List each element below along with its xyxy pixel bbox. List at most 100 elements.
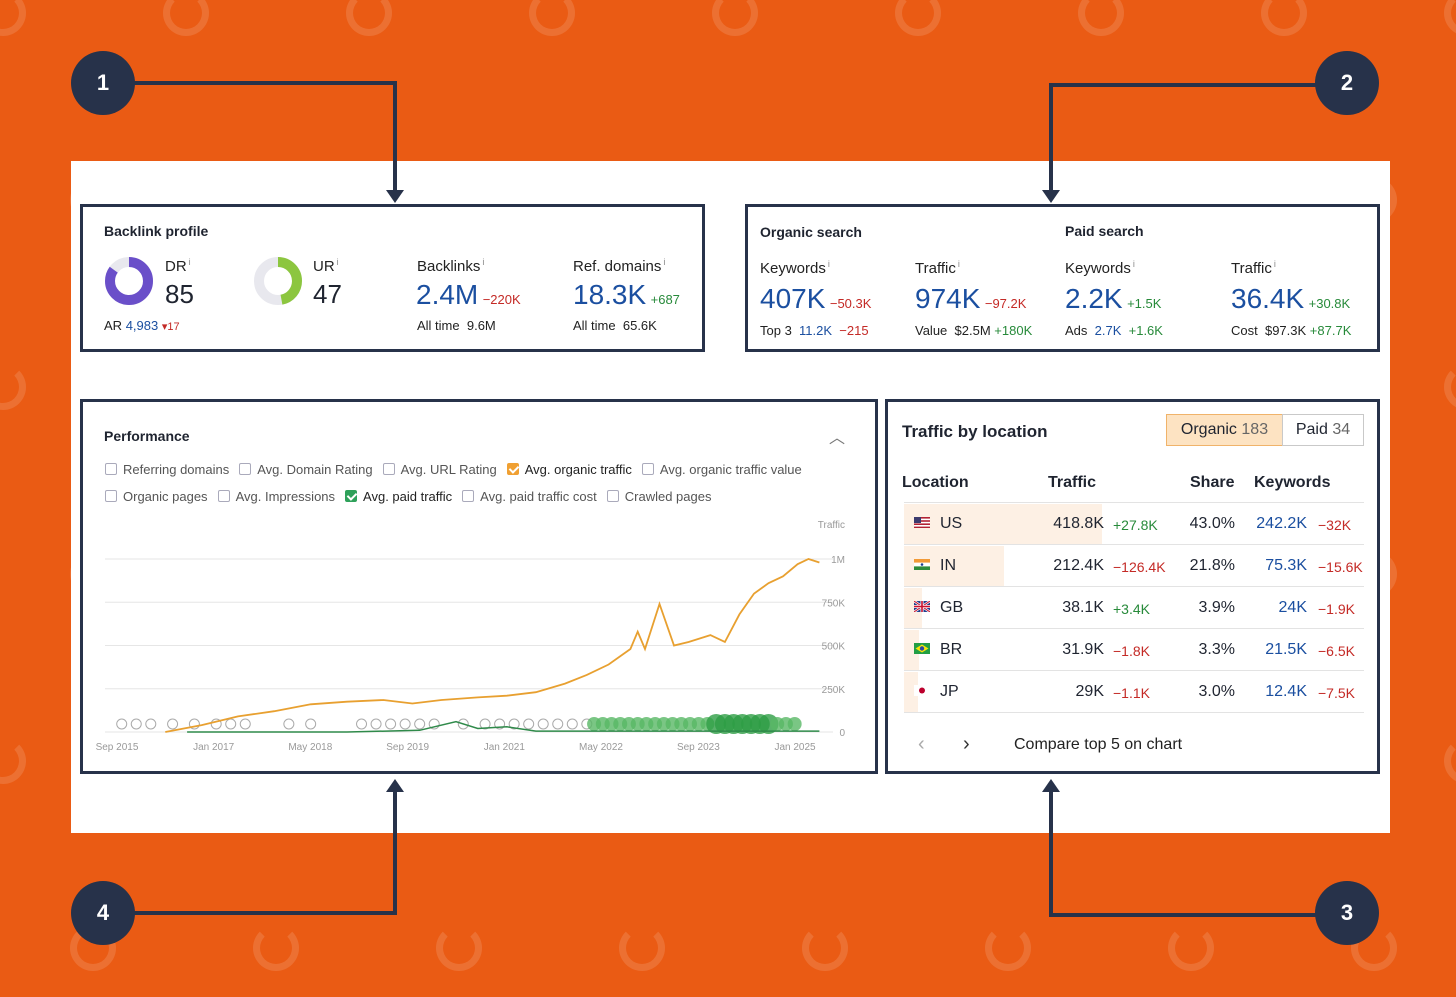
checkbox[interactable] (345, 490, 358, 502)
country-code[interactable]: JP (940, 683, 959, 700)
country-code[interactable]: GB (940, 599, 964, 616)
share-value: 3.3% (1198, 641, 1235, 658)
annotation-marker (130, 718, 142, 730)
location-row-br[interactable]: BR 31.9K −1.8K 3.3% 21.5K −6.5K (888, 629, 1378, 671)
checkbox[interactable] (506, 463, 519, 475)
metric-option-r2-2[interactable]: Avg. paid traffic (345, 489, 452, 504)
paid-traffic-line (187, 720, 820, 733)
organic-traffic-line (165, 558, 820, 733)
organic-keywords-metric[interactable]: 407K −50.3K (760, 283, 872, 314)
traffic-change: −1.8K (1113, 643, 1150, 659)
annotation-marker (167, 718, 179, 730)
metric-option-r2-1[interactable]: Avg. Impressions (217, 489, 336, 504)
traffic-by-location-panel: Traffic by location Organic 183 Paid 34 … (885, 399, 1380, 774)
refresh-pattern-icon (70, 925, 116, 971)
info-icon: i (1132, 259, 1135, 269)
column-header-location[interactable]: Location (902, 474, 969, 491)
backlinks-metric[interactable]: 2.4M −220K (416, 279, 521, 311)
info-icon: i (1273, 259, 1276, 269)
next-page-chevron-icon[interactable]: › (963, 733, 970, 755)
refresh-pattern-icon (529, 0, 575, 36)
keywords-value[interactable]: 24K (1278, 599, 1307, 616)
refresh-pattern-icon (1261, 0, 1307, 36)
checkbox[interactable] (217, 490, 230, 502)
refresh-pattern-icon (0, 738, 26, 784)
country-code[interactable]: IN (940, 557, 956, 574)
organic-keywords-label: Keywords i (760, 259, 830, 277)
traffic-change: −126.4K (1113, 559, 1166, 575)
metric-option-label: Avg. Impressions (235, 489, 336, 504)
checkbox[interactable] (606, 490, 619, 502)
keywords-value[interactable]: 21.5K (1265, 641, 1307, 658)
us-flag-icon (914, 517, 930, 528)
checkbox[interactable] (105, 463, 117, 475)
column-header-share[interactable]: Share (1190, 474, 1235, 491)
country-code[interactable]: US (940, 515, 963, 532)
country-code[interactable]: BR (940, 641, 963, 658)
refresh-pattern-icon (0, 364, 26, 410)
paid-keywords-metric[interactable]: 2.2K +1.5K (1065, 283, 1162, 314)
prev-page-chevron-icon[interactable]: ‹ (918, 733, 925, 755)
x-tick-label: Sep 2023 (677, 742, 720, 753)
x-tick-label: Sep 2019 (386, 742, 429, 753)
callout-badge-4: 4 (71, 881, 135, 945)
location-row-in[interactable]: IN 212.4K −126.4K 21.8% 75.3K −15.6K (888, 545, 1378, 587)
tab-organic[interactable]: Organic 183 (1166, 414, 1283, 446)
location-row-gb[interactable]: GB 38.1K +3.4K 3.9% 24K −1.9K (888, 587, 1378, 629)
metric-option-r1-4[interactable]: Avg. organic traffic value (641, 462, 802, 477)
refresh-pattern-icon (1168, 925, 1214, 971)
metric-option-r1-1[interactable]: Avg. Domain Rating (239, 462, 373, 477)
metric-option-r1-0[interactable]: Referring domains (105, 462, 229, 477)
compare-top5-link[interactable]: Compare top 5 on chart (1014, 736, 1183, 753)
refresh-pattern-icon (1351, 925, 1397, 971)
ur-label: UR i (313, 257, 339, 275)
checkbox[interactable] (641, 463, 654, 475)
refdomains-metric[interactable]: 18.3K +687 (573, 279, 680, 311)
location-row-jp[interactable]: JP 29K −1.1K 3.0% 12.4K −7.5K (888, 671, 1378, 713)
organic-traffic-metric[interactable]: 974K −97.2K (915, 283, 1027, 314)
metric-option-r1-2[interactable]: Avg. URL Rating (382, 462, 497, 477)
annotation-marker (537, 718, 549, 730)
info-icon[interactable]: i (482, 257, 485, 267)
metric-option-r1-3[interactable]: Avg. organic traffic (506, 462, 632, 477)
refresh-pattern-icon (619, 925, 665, 971)
checkbox[interactable] (462, 490, 475, 502)
keywords-change: −1.9K (1318, 601, 1355, 617)
metric-option-label: Avg. URL Rating (400, 462, 497, 477)
keywords-value[interactable]: 75.3K (1265, 557, 1307, 574)
tab-paid[interactable]: Paid 34 (1282, 414, 1364, 446)
checkbox[interactable] (239, 463, 252, 475)
metric-option-r2-0[interactable]: Organic pages (105, 489, 208, 504)
refdomains-change: +687 (650, 292, 680, 307)
row-divider (904, 586, 1364, 587)
metric-option-r2-3[interactable]: Avg. paid traffic cost (462, 489, 597, 504)
keywords-value[interactable]: 242.2K (1256, 515, 1307, 532)
metric-option-r2-4[interactable]: Crawled pages (606, 489, 711, 504)
checkbox[interactable] (105, 490, 117, 502)
organic-top3: Top 3 11.2K −215 (760, 323, 869, 338)
paid-traffic-metric[interactable]: 36.4K +30.8K (1231, 283, 1351, 314)
backlinks-value: 2.4M (416, 279, 479, 310)
info-icon[interactable]: i (188, 257, 191, 267)
paid-keywords-label: Keywords i (1065, 259, 1135, 277)
collapse-chevron-icon[interactable]: ︿ (829, 430, 846, 447)
refresh-pattern-icon (253, 925, 299, 971)
column-header-traffic[interactable]: Traffic (1048, 474, 1097, 491)
info-icon[interactable]: i (663, 257, 666, 267)
y-tick-label: 750K (822, 598, 846, 609)
share-bar (904, 504, 1102, 544)
keywords-change: −6.5K (1318, 643, 1355, 659)
info-icon[interactable]: i (336, 257, 339, 267)
share-value: 3.9% (1198, 599, 1235, 616)
column-header-keywords[interactable]: Keywords (1254, 474, 1331, 491)
keywords-value[interactable]: 12.4K (1265, 683, 1307, 700)
refresh-pattern-icon (802, 925, 848, 971)
refresh-pattern-icon (712, 0, 758, 36)
backlinks-label: Backlinks i (417, 257, 485, 275)
callout-badge-1: 1 (71, 51, 135, 115)
checkbox[interactable] (382, 463, 395, 475)
share-value: 21.8% (1189, 557, 1235, 574)
location-row-us[interactable]: US 418.8K +27.8K 43.0% 242.2K −32K (888, 503, 1378, 545)
backlink-profile-title: Backlink profile (104, 223, 209, 239)
metric-options-row-2: Organic pages Avg. Impressions Avg. paid t… (105, 488, 721, 506)
